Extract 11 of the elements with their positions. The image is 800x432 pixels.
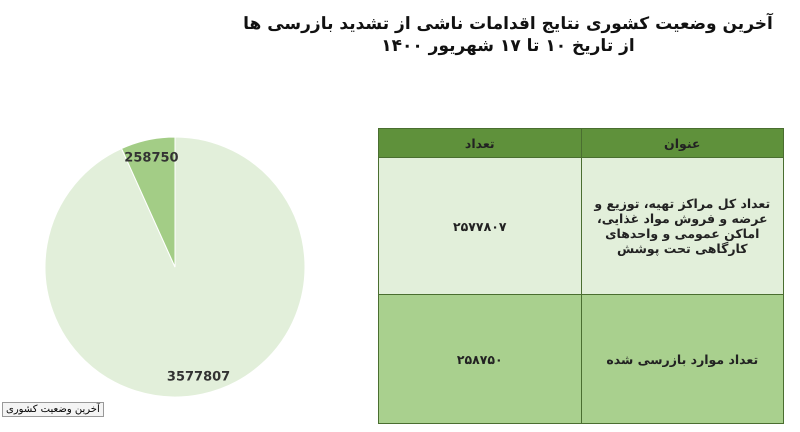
text: از تاریخ ۱۰ تا ۱۷ شهریور ۱۴۰۰ [380,36,636,56]
text: آخرین وضعیت کشوری [2,402,104,417]
data-label: 3577807 [166,369,230,384]
text: تعداد کل مراکز تهیه، توزیع و عرضه و فروش مواد غذایی، اماکن عمومی و واحدهای کارگاهی تحت پوشش [581,158,784,294]
text: تعداد موارد بازرسی شده [581,294,784,424]
text: تعداد [378,128,581,158]
text: ۲۵۷۷۸۰۷ [378,158,581,294]
text: آخرین وضعیت کشوری نتایج اقدامات ناشی از تشدید بازرسی ها [242,14,774,34]
pie-slice [44,136,306,398]
text: ۲۵۸۷۵۰ [378,294,581,424]
text: عنوان [581,128,784,158]
